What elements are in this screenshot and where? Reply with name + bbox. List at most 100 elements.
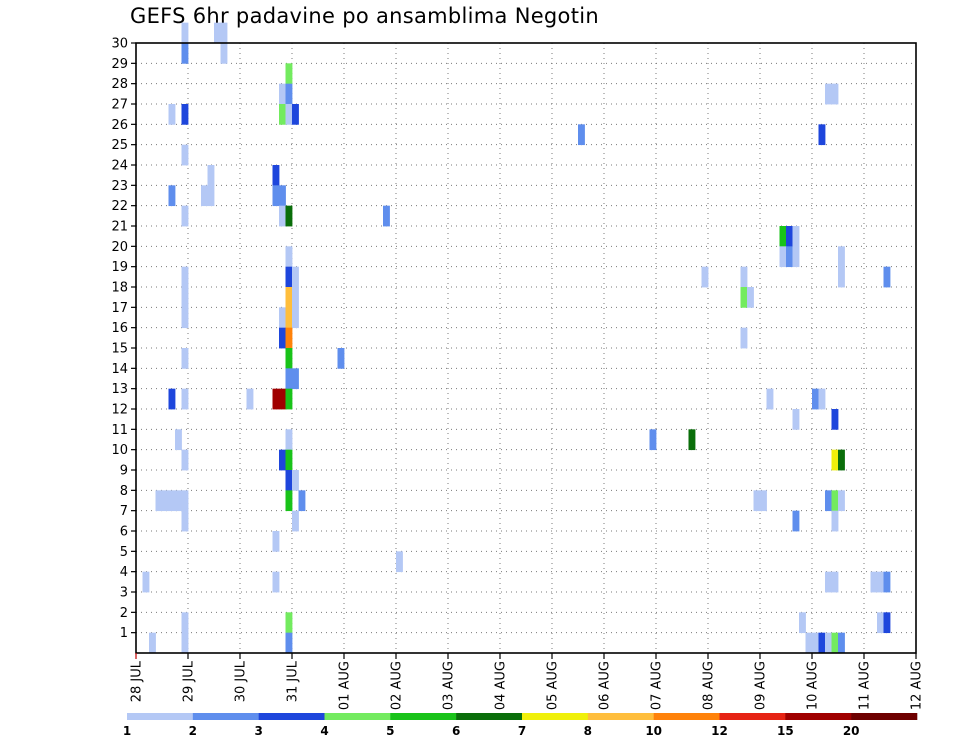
precip-cell bbox=[838, 632, 845, 654]
y-tick-label: 1 bbox=[120, 626, 128, 641]
precip-cell bbox=[825, 571, 832, 593]
grid-lines bbox=[136, 42, 916, 653]
precip-cell bbox=[883, 571, 891, 593]
precip-cell bbox=[792, 246, 800, 268]
precip-cell bbox=[285, 368, 293, 390]
precip-cell bbox=[285, 83, 293, 105]
precip-cell bbox=[292, 104, 299, 125]
precip-cell bbox=[792, 510, 800, 532]
precip-cell bbox=[181, 510, 189, 532]
y-tick-label: 29 bbox=[111, 57, 128, 72]
legend-label: 2 bbox=[189, 724, 197, 738]
legend-label: 3 bbox=[254, 724, 262, 738]
precip-cell bbox=[786, 226, 793, 247]
precip-cell bbox=[285, 632, 293, 654]
x-tick-label: 08 AUG bbox=[702, 661, 717, 710]
precip-cell bbox=[220, 43, 228, 64]
precip-cell bbox=[181, 348, 189, 369]
legend-label: 12 bbox=[711, 724, 728, 738]
precip-cell bbox=[279, 205, 286, 227]
precip-cell bbox=[292, 287, 299, 308]
precip-cell bbox=[279, 83, 286, 105]
color-legend: 1 2 3 4 5 6 7 8 10 12 15 20 bbox=[123, 713, 918, 738]
x-tick-label: 10 AUG bbox=[806, 661, 821, 710]
y-tick-label: 27 bbox=[111, 98, 128, 113]
precip-cell bbox=[279, 449, 286, 471]
precip-cell bbox=[383, 205, 390, 227]
legend-swatch bbox=[258, 713, 325, 720]
precip-cell bbox=[825, 490, 832, 512]
precip-cell bbox=[799, 612, 806, 634]
precip-cell bbox=[181, 144, 189, 166]
precip-cell bbox=[279, 388, 286, 410]
x-tick-label: 30 JUL bbox=[234, 660, 249, 702]
precip-cell bbox=[285, 612, 293, 634]
precip-cell bbox=[285, 490, 293, 512]
precip-cell bbox=[760, 490, 767, 512]
precip-cell bbox=[292, 510, 299, 532]
x-tick-label: 02 AUG bbox=[390, 661, 405, 710]
legend-label: 20 bbox=[843, 724, 860, 738]
legend-swatch bbox=[127, 713, 194, 720]
precip-cell bbox=[396, 551, 403, 573]
legend-swatch bbox=[587, 713, 654, 720]
precip-cell bbox=[285, 266, 293, 288]
precip-cell bbox=[883, 266, 891, 288]
precip-cell bbox=[181, 612, 189, 634]
x-axis: 28 JUL 29 JUL 30 JUL 31 JUL 01 AUG 02 AUG 03 A… bbox=[130, 653, 925, 710]
precip-cell bbox=[181, 307, 189, 329]
precip-cell bbox=[272, 185, 280, 207]
y-tick-label: 11 bbox=[111, 423, 128, 438]
y-tick-label: 30 bbox=[111, 37, 128, 52]
precip-cell bbox=[142, 571, 150, 593]
precip-cell bbox=[181, 490, 189, 512]
legend-swatch bbox=[851, 713, 918, 720]
precip-cell bbox=[285, 104, 293, 125]
precip-cell bbox=[792, 226, 800, 247]
precip-cell bbox=[688, 429, 696, 451]
precip-cell bbox=[740, 327, 748, 349]
precip-cell bbox=[812, 632, 819, 654]
precip-cell bbox=[805, 632, 813, 654]
legend-swatch bbox=[653, 713, 720, 720]
precip-cell bbox=[285, 449, 293, 471]
precip-cell bbox=[155, 490, 163, 512]
precip-cell bbox=[285, 307, 293, 329]
precip-cell bbox=[292, 307, 299, 329]
precip-cell bbox=[207, 165, 215, 186]
precip-cell bbox=[279, 307, 286, 329]
precip-cell bbox=[272, 571, 280, 593]
precip-cell bbox=[168, 185, 176, 207]
y-tick-label: 16 bbox=[111, 321, 128, 336]
precip-cell bbox=[220, 22, 228, 44]
precip-cell bbox=[818, 388, 826, 410]
precip-cell bbox=[298, 490, 306, 512]
precip-cell bbox=[831, 490, 839, 512]
precip-cell bbox=[285, 348, 293, 369]
y-tick-label: 3 bbox=[120, 586, 128, 601]
x-tick-label: 12 AUG bbox=[910, 661, 925, 710]
precip-cell bbox=[877, 571, 884, 593]
x-tick-label: 28 JUL bbox=[130, 660, 145, 702]
precip-cell bbox=[207, 185, 215, 207]
precip-cell bbox=[786, 246, 793, 268]
y-tick-label: 22 bbox=[111, 199, 128, 214]
precip-cell bbox=[181, 22, 189, 44]
chart-title: GEFS 6hr padavine po ansamblima Negotin bbox=[130, 4, 599, 28]
x-tick-label: 04 AUG bbox=[494, 661, 509, 710]
precip-cell bbox=[279, 104, 286, 125]
precip-cell bbox=[838, 490, 845, 512]
legend-swatch bbox=[390, 713, 457, 720]
y-tick-label: 17 bbox=[111, 301, 128, 316]
precip-cell bbox=[181, 632, 189, 654]
precip-cell bbox=[201, 185, 208, 207]
precip-cell bbox=[279, 327, 286, 349]
precip-cell bbox=[753, 490, 761, 512]
x-tick-label: 29 JUL bbox=[182, 660, 197, 702]
legend-swatch bbox=[719, 713, 786, 720]
precip-cell bbox=[181, 287, 189, 308]
legend-label: 15 bbox=[777, 724, 794, 738]
precip-cell bbox=[181, 266, 189, 288]
legend-swatch bbox=[522, 713, 589, 720]
precip-cells bbox=[142, 22, 891, 654]
